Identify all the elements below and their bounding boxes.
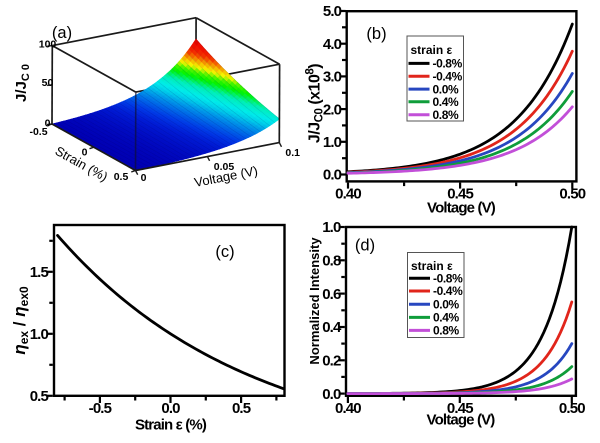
svg-text:strain ε: strain ε: [411, 43, 453, 57]
svg-text:2.0: 2.0: [323, 101, 342, 118]
svg-text:0.0%: 0.0%: [433, 82, 459, 96]
svg-text:0: 0: [141, 172, 147, 184]
svg-text:(c): (c): [215, 243, 234, 261]
svg-text:50: 50: [42, 77, 54, 89]
svg-text:1.5: 1.5: [30, 264, 49, 281]
svg-text:0.0: 0.0: [161, 400, 180, 417]
svg-text:0.5: 0.5: [114, 171, 129, 183]
svg-text:0.05: 0.05: [214, 161, 235, 173]
svg-text:Voltage (V): Voltage (V): [427, 411, 496, 428]
svg-text:1.0: 1.0: [322, 219, 341, 236]
svg-text:-0.4%: -0.4%: [433, 284, 463, 298]
svg-text:Strain ε (%): Strain ε (%): [135, 417, 207, 434]
svg-text:0.8%: 0.8%: [433, 324, 459, 338]
svg-text:0.45: 0.45: [447, 400, 473, 417]
svg-text:5.0: 5.0: [323, 3, 342, 20]
svg-text:0.2: 0.2: [322, 353, 341, 370]
svg-text:J/JC0 (x108): J/JC0 (x108): [305, 64, 326, 143]
svg-text:(b): (b): [366, 25, 386, 43]
svg-text:-0.4%: -0.4%: [433, 70, 463, 84]
svg-text:1.0: 1.0: [30, 326, 49, 343]
svg-text:(a): (a): [52, 24, 72, 42]
svg-text:0.4%: 0.4%: [433, 311, 459, 325]
svg-text:0.0%: 0.0%: [433, 298, 459, 312]
svg-text:1.0: 1.0: [323, 134, 342, 151]
svg-text:3.0: 3.0: [323, 69, 342, 86]
svg-text:0.8: 0.8: [322, 253, 341, 270]
svg-text:0.50: 0.50: [559, 185, 585, 202]
svg-text:0.4%: 0.4%: [433, 95, 459, 109]
svg-text:0.40: 0.40: [335, 185, 361, 202]
svg-text:-0.5: -0.5: [29, 126, 47, 138]
svg-text:4.0: 4.0: [323, 36, 342, 53]
svg-text:-0.5: -0.5: [89, 400, 112, 417]
svg-text:-0.8%: -0.8%: [433, 271, 463, 285]
svg-text:0.45: 0.45: [447, 185, 473, 202]
svg-text:Normalized Intensity: Normalized Intensity: [307, 237, 322, 365]
svg-text:0.5: 0.5: [30, 388, 49, 405]
svg-text:-0.8%: -0.8%: [433, 57, 463, 71]
svg-text:0.0: 0.0: [322, 386, 341, 403]
svg-text:0.50: 0.50: [559, 400, 585, 417]
svg-text:strain ε: strain ε: [411, 259, 453, 273]
svg-text:0: 0: [82, 147, 88, 159]
svg-text:0.5: 0.5: [232, 400, 251, 417]
svg-text:(d): (d): [355, 236, 375, 254]
svg-text:100: 100: [39, 39, 57, 51]
svg-text:0.4: 0.4: [322, 319, 342, 336]
svg-text:0.40: 0.40: [335, 400, 361, 417]
svg-text:0.1: 0.1: [285, 147, 300, 159]
svg-text:0.0: 0.0: [323, 167, 342, 184]
svg-text:0.6: 0.6: [322, 286, 341, 303]
svg-text:Voltage (V): Voltage (V): [427, 200, 496, 217]
svg-text:0.8%: 0.8%: [433, 108, 459, 122]
svg-text:0: 0: [45, 118, 51, 130]
